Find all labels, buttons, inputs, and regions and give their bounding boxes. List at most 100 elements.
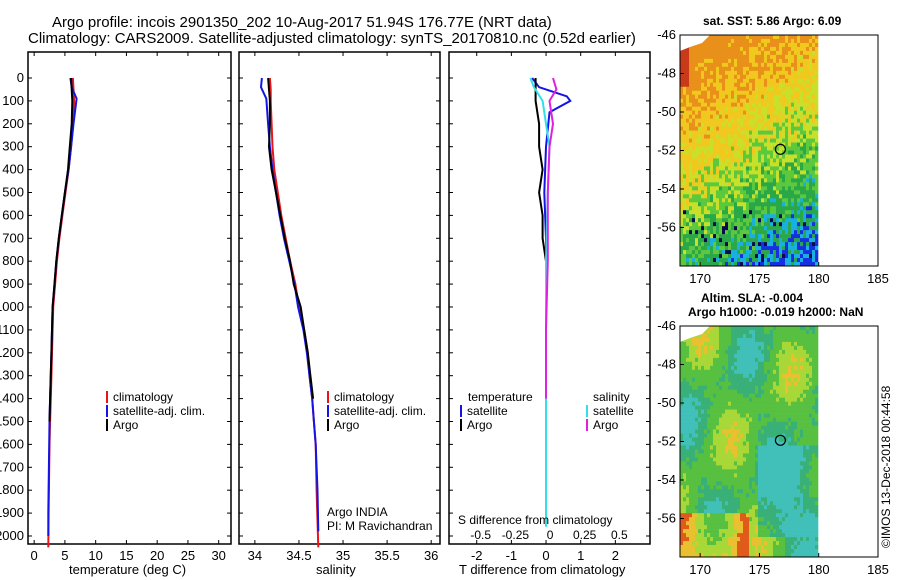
map-cell (755, 142, 759, 147)
map-cell (692, 353, 696, 359)
map-cell (710, 162, 714, 167)
map-cell (785, 421, 789, 426)
map-cell (710, 38, 714, 44)
map-cell (743, 74, 747, 80)
map-cell (800, 409, 804, 414)
map-cell (698, 258, 702, 263)
map-cell (785, 333, 789, 339)
map-cell (728, 485, 732, 490)
map-cell (767, 94, 771, 100)
map-cell (719, 178, 723, 183)
map-cell (794, 78, 798, 84)
map-cell (734, 222, 738, 227)
map-cell (716, 409, 720, 414)
map-cell (752, 206, 756, 211)
map-cell (746, 329, 750, 335)
map-cell (704, 449, 708, 454)
map-cell (815, 377, 819, 383)
map-cell (698, 42, 702, 48)
map-cell (746, 38, 750, 44)
map-cell (695, 242, 699, 247)
map-cell (776, 385, 780, 391)
map-cell (770, 381, 774, 387)
map-cell (752, 385, 756, 391)
map-cell (680, 174, 684, 179)
map-cell (809, 493, 813, 498)
map-cell (752, 433, 756, 438)
map-cell (689, 210, 693, 215)
map-cell (782, 501, 786, 506)
map-cell (713, 453, 717, 458)
map-cell (719, 405, 723, 410)
map-cell (725, 258, 729, 263)
map-cell (737, 365, 741, 371)
map-cell (692, 417, 696, 422)
map-cell (767, 493, 771, 498)
map-cell (698, 62, 702, 68)
map-cell (689, 353, 693, 359)
map-cell (803, 190, 807, 195)
map-cell (698, 70, 702, 76)
map-cell (761, 437, 765, 442)
map-cell (770, 70, 774, 76)
map-cell (746, 413, 750, 418)
map-cell (722, 409, 726, 414)
map-cell (749, 170, 753, 175)
map-cell (683, 206, 687, 211)
map-cell (812, 477, 816, 482)
map-cell (806, 365, 810, 371)
map-cell (731, 198, 735, 203)
map-cell (746, 114, 750, 119)
map-cell (713, 194, 717, 199)
map-cell (704, 38, 708, 44)
map-cell (707, 90, 711, 96)
map-cell (680, 90, 684, 96)
depth-tick-label: 200 (2, 116, 24, 131)
map-cell (797, 82, 801, 88)
map-cell (689, 497, 693, 502)
map-cell (791, 206, 795, 211)
map-cell (770, 393, 774, 398)
map-cell (737, 262, 741, 267)
map-cell (785, 58, 789, 64)
map-cell (809, 210, 813, 215)
map-cell (680, 385, 684, 391)
map-cell (734, 461, 738, 466)
map-cell (779, 493, 783, 498)
map-cell (683, 174, 687, 179)
map-cell (797, 38, 801, 44)
map-cell (686, 50, 690, 56)
map-cell (791, 497, 795, 502)
map-cell (689, 365, 693, 371)
map-cell (701, 461, 705, 466)
map-cell (812, 178, 816, 183)
map-cell (797, 453, 801, 458)
map-cell (707, 369, 711, 375)
map-cell (683, 453, 687, 458)
map-cell (722, 401, 726, 406)
map-cell (815, 445, 819, 450)
map-cell (788, 501, 792, 506)
map-cell (767, 258, 771, 263)
map-cell (797, 118, 801, 123)
map-cell (692, 54, 696, 60)
map-cell (707, 481, 711, 486)
map-cell (749, 162, 753, 167)
map-cell (812, 457, 816, 462)
map-cell (809, 78, 813, 84)
map-cell (686, 425, 690, 430)
map-cell (752, 134, 756, 139)
map-cell (782, 465, 786, 470)
map-cell (719, 369, 723, 375)
map-cell (752, 369, 756, 375)
map-cell (722, 82, 726, 88)
map-cell (761, 481, 765, 486)
map-cell (749, 174, 753, 179)
map-cell (737, 98, 741, 103)
map-cell (746, 78, 750, 84)
map-cell (779, 421, 783, 426)
map-cell (686, 493, 690, 498)
map-cell (788, 258, 792, 263)
map-cell (809, 353, 813, 359)
map-cell (728, 501, 732, 506)
